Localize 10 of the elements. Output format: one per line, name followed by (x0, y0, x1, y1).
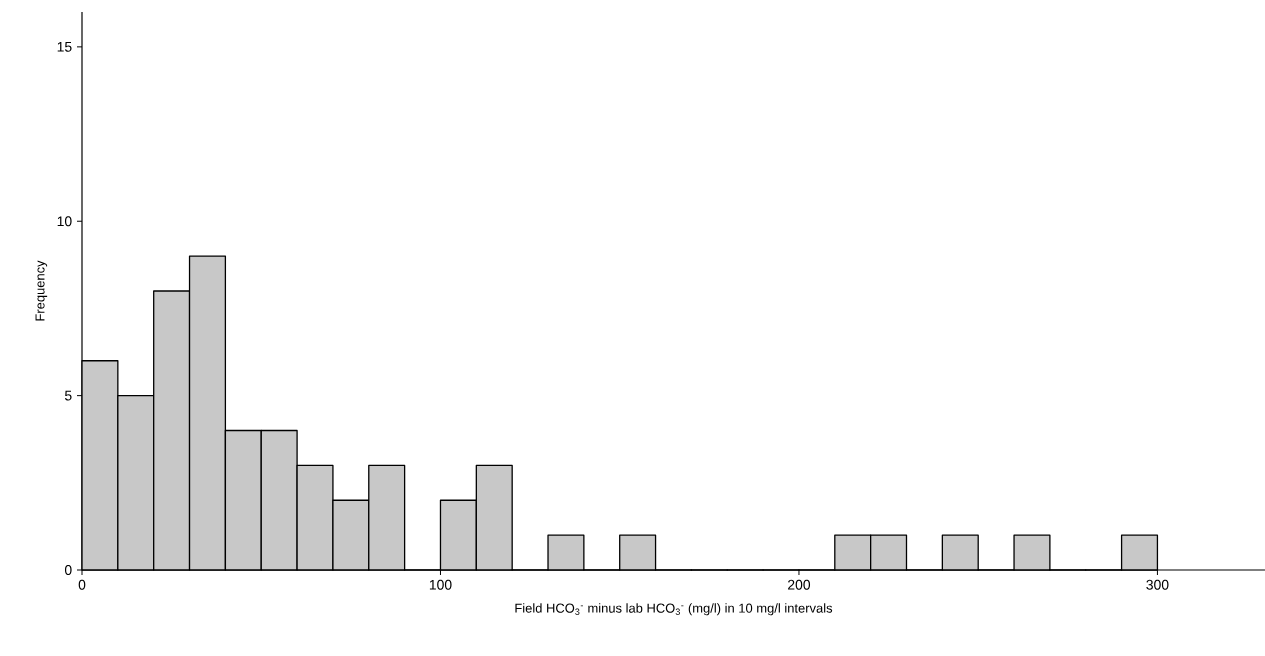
y-tick-label: 5 (64, 390, 72, 401)
y-tick-label: 15 (57, 42, 72, 52)
y-axis-title: Frequency (35, 260, 48, 321)
x-tick-label: 300 (1146, 579, 1169, 590)
x-axis-title: Field HCO$_{3}$$^{-}$ minus lab HCO$_{3}$$^{-}$ (mg/l) in 10 mg/l intervals (515, 603, 833, 616)
y-tick-label: 10 (57, 216, 72, 227)
y-tick-label: 0 (64, 565, 72, 575)
x-tick-label: 0 (78, 579, 86, 590)
x-tick-label: 200 (788, 579, 811, 590)
x-tick-label: 100 (429, 579, 452, 590)
